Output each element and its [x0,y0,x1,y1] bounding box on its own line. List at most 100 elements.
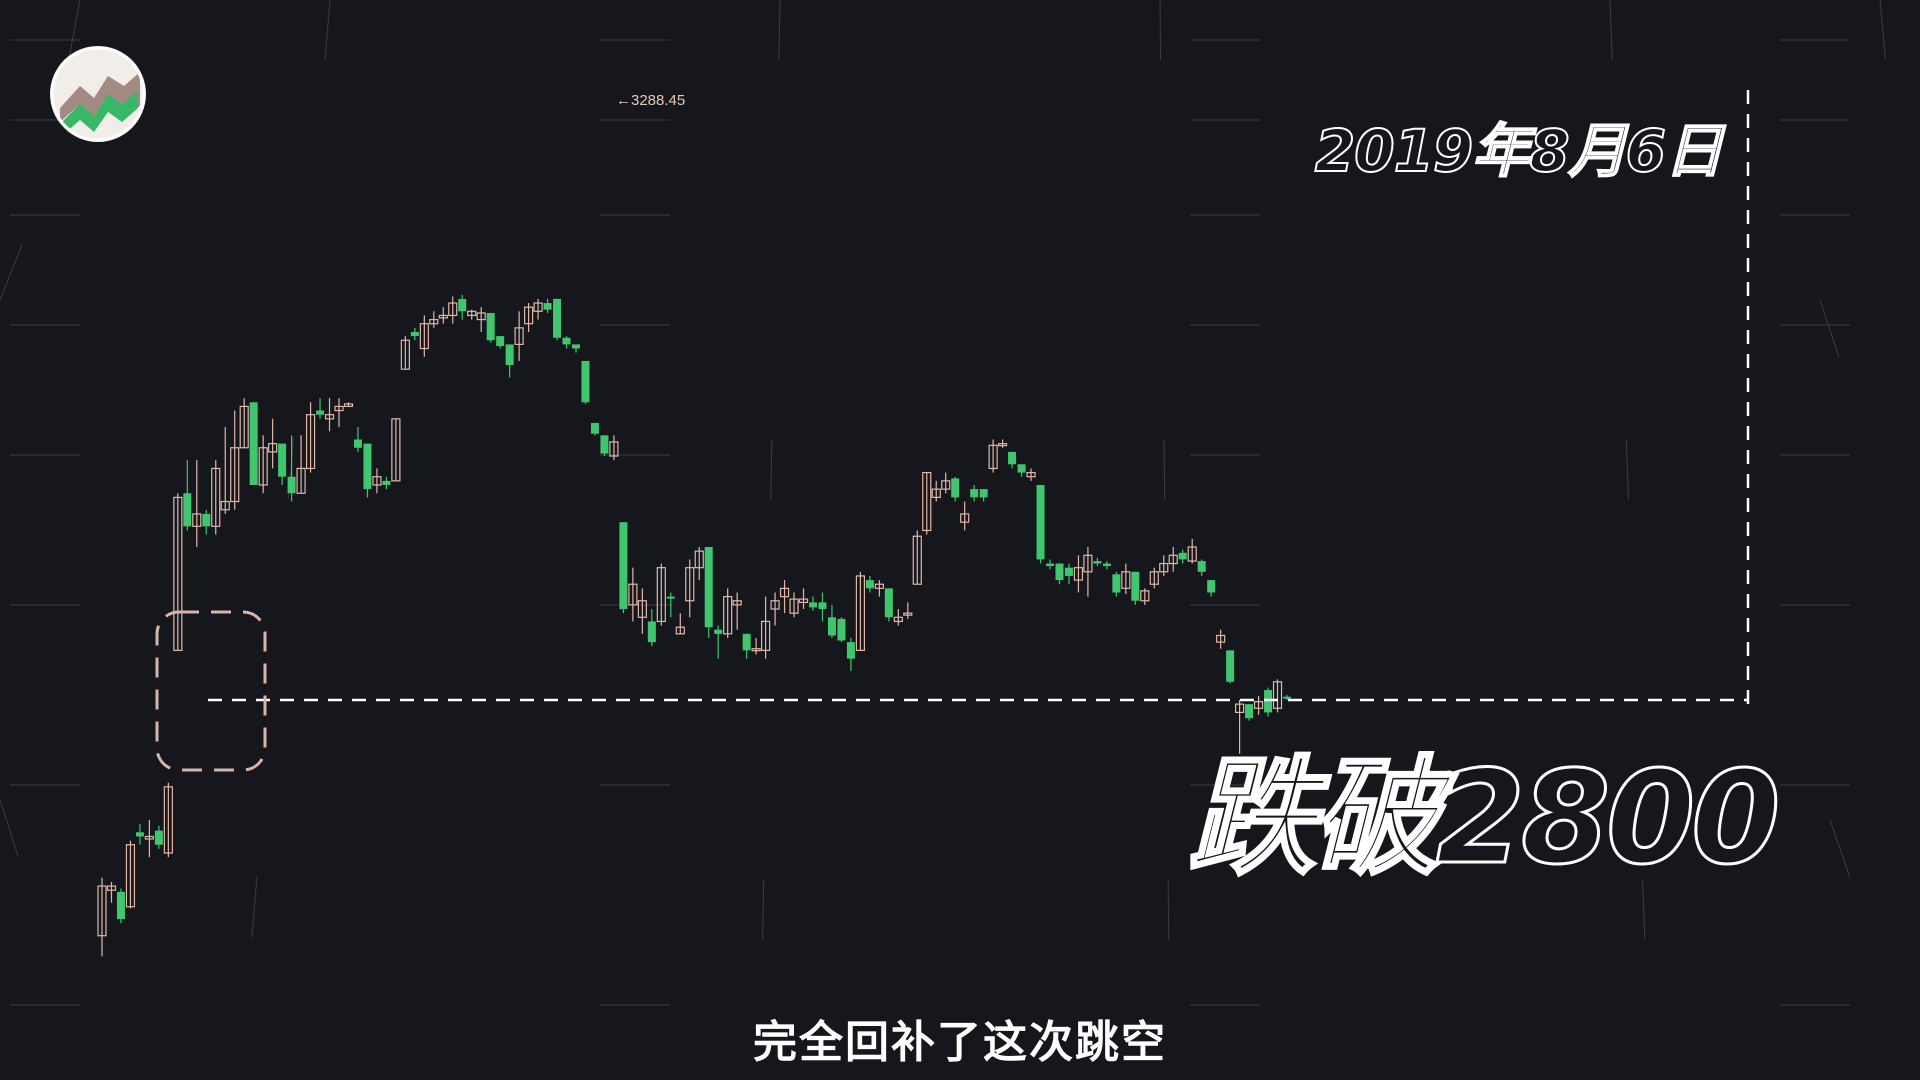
candle-body [970,489,979,498]
candle-body [400,339,410,370]
candle-body [391,418,401,482]
candle-body [997,443,1008,447]
candle-body [789,598,799,614]
candle-body [249,402,258,485]
candle-body [125,844,136,908]
candle-body [912,535,922,585]
candle-body [609,441,619,457]
grid-line [759,0,781,1080]
candle-body [144,835,154,840]
candle-body [714,629,723,634]
candle-body [533,302,543,312]
candle-body [553,298,562,338]
candle-body [382,480,391,485]
candle-body [1017,464,1026,473]
candle-body [296,467,306,494]
candle-body [1093,561,1102,564]
candle-body [893,616,903,623]
candle-body [1131,571,1140,601]
candle-body [173,496,183,651]
candle-body [258,447,268,486]
candle-body [316,410,325,415]
candle-body [855,575,866,651]
candle-body [543,303,552,310]
candle-body [647,621,656,643]
candle-body [1283,696,1291,699]
candle-body [979,489,988,498]
candle-body [154,830,163,845]
candle-body [572,344,580,349]
guide-lines [155,90,1750,772]
candle-body [1197,561,1206,572]
candle-body [334,405,344,412]
candle-body [1234,703,1245,714]
candle-body [211,467,221,527]
candle-body [751,648,761,652]
candle-body [106,885,117,891]
grid-line [1159,0,1171,1080]
candle-body [941,480,951,490]
candle-body [363,443,372,490]
candle-body [410,331,419,337]
candle-body [496,336,505,347]
candle-body [760,620,771,651]
candle-body [637,600,647,618]
candle-body [1140,590,1150,602]
candle-body [922,471,932,532]
candle-body [619,522,628,610]
candle-body [202,513,211,527]
candle-body [666,596,675,599]
candle-body [429,318,439,325]
candle-body [324,414,335,420]
candle-body [343,403,354,408]
candle-body [1026,471,1036,478]
subtitle-caption: 完全回补了这次跳空 [753,1017,1167,1068]
candle-body [220,500,230,511]
candle-body [514,327,524,345]
candle-body [486,312,495,341]
candle-body [742,633,751,651]
candle-body [476,312,486,321]
candle-body [600,435,609,454]
channel-logo [50,46,146,142]
candle-body [1149,571,1159,585]
candle-body [1083,554,1093,573]
candle-body [798,598,809,604]
candle-body [704,547,713,628]
candle-body [163,786,173,854]
candle-series [97,294,1291,957]
candle-body [1178,552,1187,560]
candle-body [723,596,733,635]
candle-body [694,550,704,569]
candle-body [1226,650,1235,682]
candle-body [1055,563,1064,581]
candle-body [1102,563,1111,567]
candle-body [562,337,571,345]
candle-body [419,323,429,350]
candle-body [438,314,448,319]
candle-body [628,583,638,606]
candle-body [951,478,960,498]
candle-body [467,310,477,317]
candle-body [135,832,144,837]
candle-body [1168,554,1178,565]
grid-line [1829,819,1920,1080]
grid-line [0,799,91,1080]
candle-body [192,513,202,527]
candle-body [685,567,695,602]
grid-line [0,0,121,301]
candle-body [818,602,827,610]
candle-body [239,405,249,449]
candle-body [278,443,287,477]
candle-body [1272,681,1283,709]
peak-annotation: ←3288.45 [616,92,686,109]
candle-body [656,567,666,623]
candle-body [505,344,514,366]
date-label: 2019年8月6日 [1314,116,1724,186]
candle-body [1159,562,1169,573]
candle-body [931,488,941,498]
candle-body [1253,701,1264,709]
candle-body [1207,580,1216,593]
